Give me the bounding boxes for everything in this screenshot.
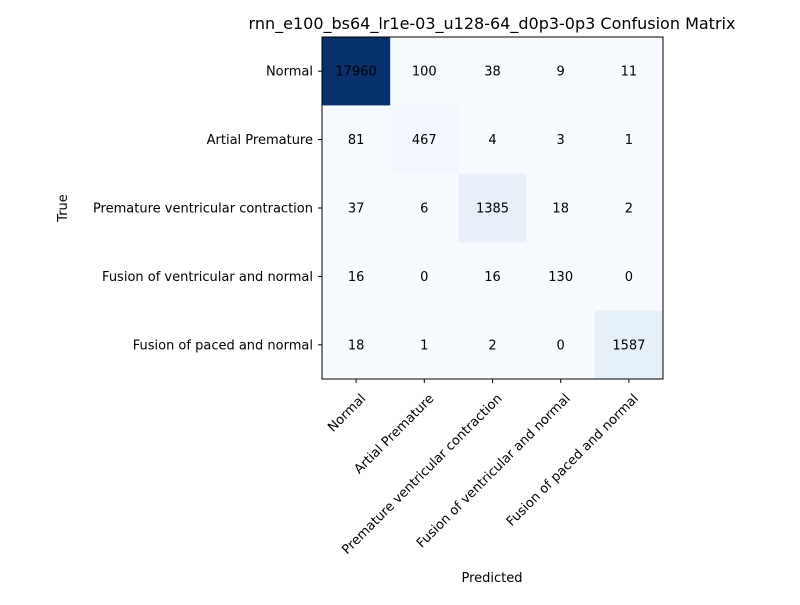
heatmap-cell <box>458 37 528 106</box>
heatmap-cell <box>458 173 528 243</box>
heatmap-cell <box>594 242 664 312</box>
cell-value-label: 1 <box>625 133 633 148</box>
cell-value-label: 0 <box>420 270 428 285</box>
y-tick-label: Artial Premature <box>207 133 313 148</box>
cell-value-label: 100 <box>412 65 437 80</box>
heatmap-cell <box>526 37 596 106</box>
y-axis-ticks: Normal Artial Premature Premature ventricu… <box>93 65 322 353</box>
cell-value-label: 16 <box>484 270 501 285</box>
heatmap-cell <box>322 310 391 380</box>
heatmap-cell <box>390 173 459 243</box>
x-tick-label: Fusion of ventricular and normal <box>414 391 574 551</box>
cell-value-label: 9 <box>557 65 565 80</box>
y-axis-label: True <box>56 194 71 223</box>
heatmap-cell <box>390 105 459 175</box>
heatmap-cell <box>526 173 596 243</box>
cell-value-label: 2 <box>488 338 496 353</box>
y-tick-label: Fusion of ventricular and normal <box>102 270 313 285</box>
cell-value-label: 3 <box>557 133 565 148</box>
heatmap-cell <box>322 173 391 243</box>
heatmap-cell <box>594 37 664 106</box>
heatmap-cell <box>526 242 596 312</box>
heatmap-cell <box>322 242 391 312</box>
heatmap-cells <box>322 37 664 380</box>
heatmap-cell <box>322 37 391 106</box>
cell-value-label: 16 <box>348 270 365 285</box>
heatmap-cell <box>526 310 596 380</box>
y-tick-label: Normal <box>266 65 313 80</box>
heatmap-cell <box>322 105 391 175</box>
cell-value-label: 467 <box>412 133 437 148</box>
cell-value-label: 18 <box>552 202 569 217</box>
cell-value-label: 1385 <box>476 202 509 217</box>
heatmap-cell <box>390 310 459 380</box>
heatmap-cell <box>594 173 664 243</box>
heatmap-cell <box>458 105 528 175</box>
cell-value-label: 6 <box>420 202 428 217</box>
chart-title: rnn_e100_bs64_lr1e-03_u128-64_d0p3-0p3 C… <box>249 14 736 34</box>
cell-value-label: 2 <box>625 202 633 217</box>
cell-value-label: 17960 <box>335 65 376 80</box>
heatmap-cell <box>390 37 459 106</box>
cell-value-label: 37 <box>348 202 365 217</box>
x-axis-label: Predicted <box>461 571 522 586</box>
cell-value-label: 81 <box>348 133 365 148</box>
heatmap-cell <box>458 310 528 380</box>
cell-value-label: 4 <box>488 133 496 148</box>
cell-value-label: 0 <box>557 338 565 353</box>
cell-value-label: 1 <box>420 338 428 353</box>
heatmap-cell <box>526 105 596 175</box>
cell-value-label: 0 <box>625 270 633 285</box>
y-tick-label: Fusion of paced and normal <box>133 338 313 353</box>
heatmap-cell <box>390 242 459 312</box>
cell-value-label: 1587 <box>612 338 645 353</box>
cell-value-label: 18 <box>348 338 365 353</box>
cell-value-label: 130 <box>548 270 573 285</box>
cell-value-label: 11 <box>621 65 638 80</box>
y-tick-label: Premature ventricular contraction <box>93 202 313 217</box>
heatmap-cell <box>594 105 664 175</box>
x-tick-label: Normal <box>325 391 369 435</box>
heatmap-cell <box>594 310 664 380</box>
x-tick-label: Fusion of paced and normal <box>504 391 642 529</box>
heatmap-cell-labels: 17960 100 38 9 11 81 467 4 3 1 37 6 1385 18 2 16 0 16 130 0… <box>335 65 645 354</box>
cell-value-label: 38 <box>484 65 501 80</box>
heatmap-cell <box>458 242 528 312</box>
